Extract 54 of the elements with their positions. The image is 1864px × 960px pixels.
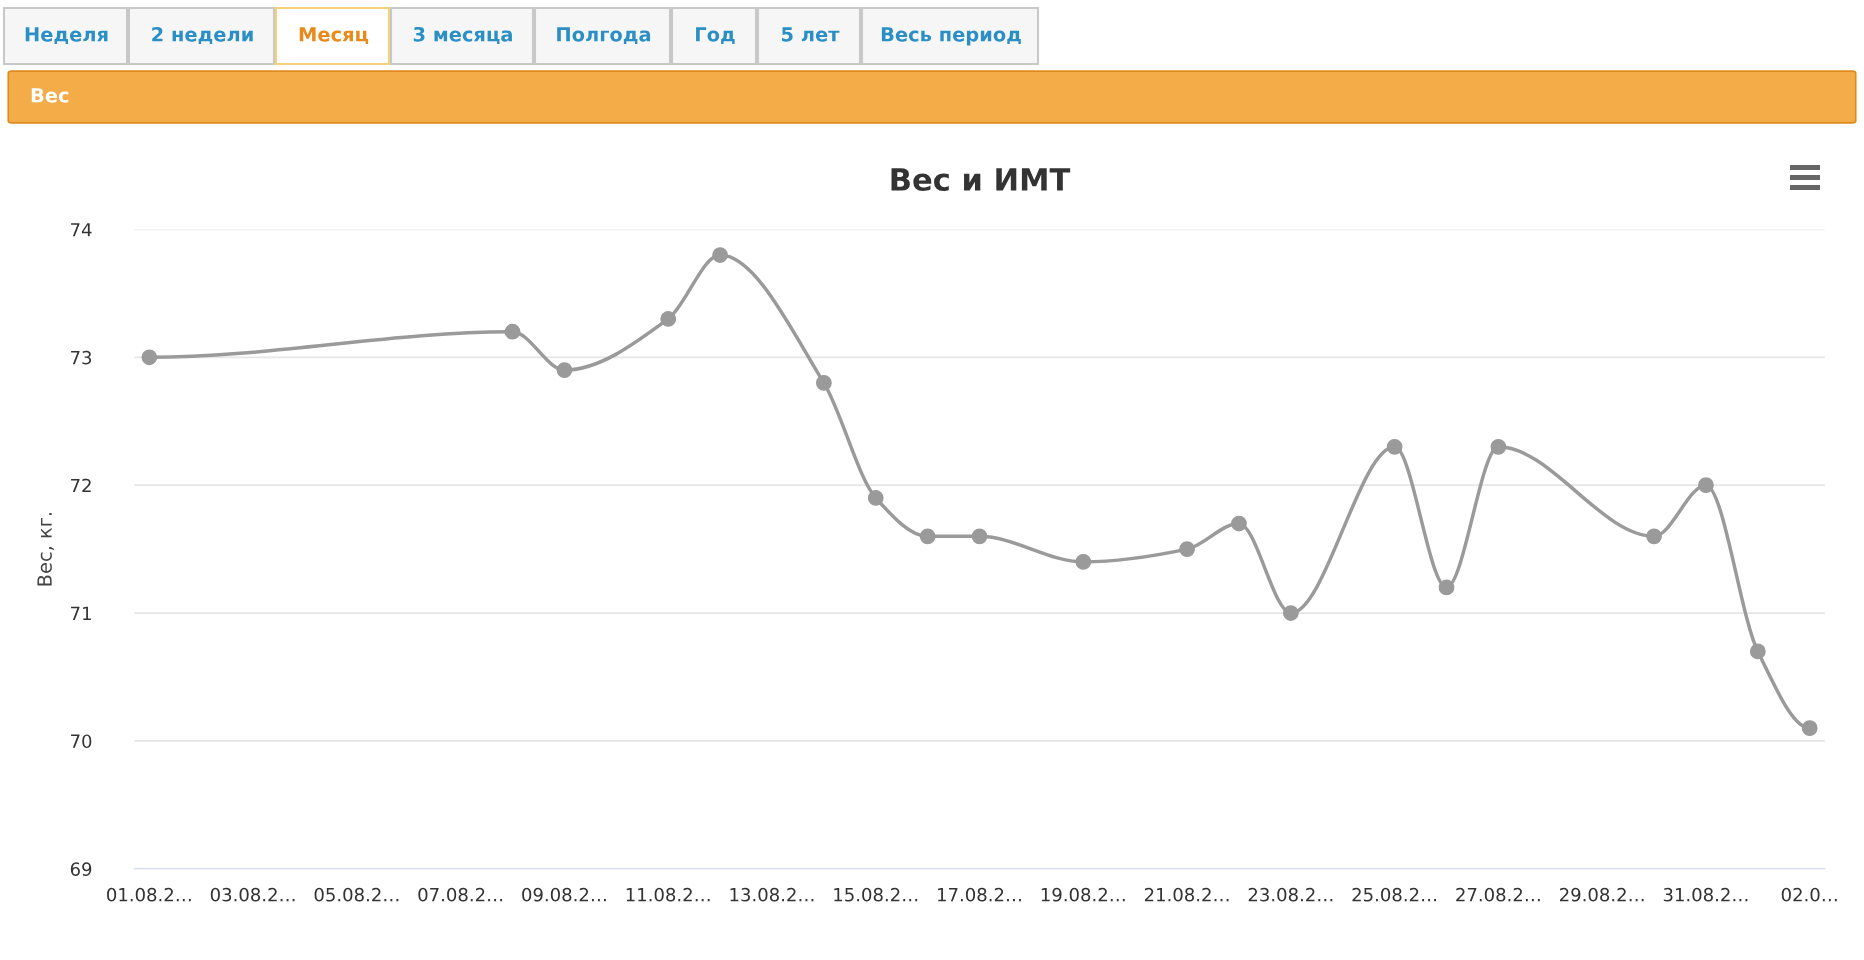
- x-tick-label: 11.08.2…: [626, 887, 710, 902]
- text: Полгода: [557, 27, 651, 45]
- x-tick-label: 01.08.2…: [107, 887, 191, 902]
- point: [1646, 528, 1662, 545]
- y-tick-label: 72: [71, 478, 91, 493]
- point: [1749, 643, 1766, 660]
- y-tick-label: 70: [71, 734, 92, 749]
- x-tick-label: 19.08.2…: [1041, 887, 1125, 902]
- point: [504, 323, 521, 340]
- y-tick-label: 71: [71, 606, 91, 620]
- x-tick-label: 17.08.2…: [938, 887, 1021, 902]
- x-tick-label: 07.08.2…: [418, 887, 503, 902]
- text: 5 лет: [782, 27, 840, 42]
- x-tick-label: 09.08.2…: [522, 887, 606, 902]
- point: [1231, 515, 1247, 532]
- point: [919, 528, 936, 545]
- point: [1179, 541, 1195, 557]
- point: [556, 362, 573, 378]
- point: [1282, 605, 1299, 621]
- point: [1386, 438, 1403, 455]
- x-tick-label: 27.08.2…: [1456, 887, 1540, 902]
- point: [660, 311, 677, 327]
- x-tick-label: 15.08.2…: [834, 887, 918, 902]
- point: [1490, 438, 1507, 455]
- x-tick-label: 05.08.2…: [314, 887, 399, 902]
- x-tick-label: 25.08.2…: [1352, 887, 1437, 902]
- y-tick-label: 73: [71, 350, 92, 365]
- point: [141, 349, 158, 366]
- text: Весь период: [881, 27, 1021, 46]
- x-tick-label: 31.08.2…: [1663, 887, 1748, 902]
- x-tick-label: 03.08.2…: [210, 887, 295, 902]
- x-tick-label: 13.08.2…: [730, 887, 814, 902]
- point: [1698, 477, 1714, 494]
- text: Месяц: [299, 27, 369, 45]
- point: [816, 375, 832, 391]
- x-tick-label: 02.0…: [1781, 887, 1837, 902]
- y-tick-label: 69: [70, 862, 92, 876]
- text: Неделя: [25, 27, 108, 45]
- text: 2 недели: [152, 26, 253, 45]
- text: 3 месяца: [413, 26, 512, 45]
- point: [867, 490, 884, 506]
- x-tick-label: 29.08.2…: [1560, 887, 1644, 902]
- point: [1438, 579, 1455, 596]
- x-tick-label: 23.08.2…: [1248, 887, 1333, 902]
- x-tick-label: 21.08.2…: [1144, 887, 1229, 902]
- y-tick-label: 74: [71, 223, 92, 237]
- y-axis-title: Вес, кг.: [37, 512, 54, 586]
- text: Вес: [31, 88, 69, 103]
- point: [971, 528, 988, 545]
- point: [1801, 720, 1818, 737]
- chart-title: Вес и ИМТ: [891, 168, 1071, 191]
- point: [712, 247, 728, 263]
- text: Год: [696, 27, 735, 45]
- point: [1075, 554, 1092, 570]
